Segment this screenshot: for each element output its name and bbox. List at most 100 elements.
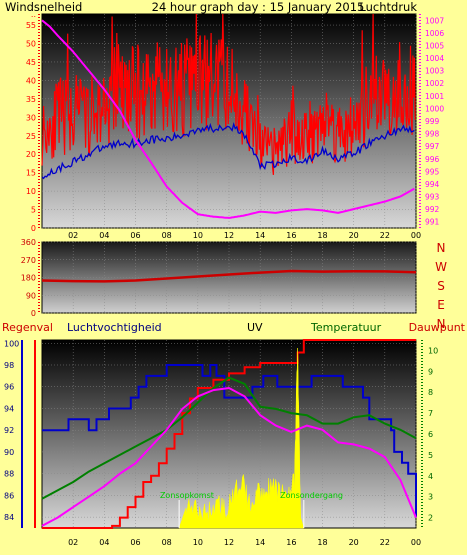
x-tick-label: 02 — [68, 538, 78, 547]
sunset-label: Zonsondergang — [280, 491, 343, 500]
wind-speed-title: Windsnelheid — [5, 0, 82, 14]
x-tick-label: 18 — [317, 538, 327, 547]
x-tick-label: 14 — [255, 538, 265, 547]
compass-letter: N — [437, 241, 446, 255]
y-tick-label: 994 — [425, 180, 440, 189]
x-tick-label: 20 — [349, 231, 359, 240]
y-tick-label: 5 — [428, 451, 433, 460]
y-tick-label: 100 — [4, 339, 19, 348]
y-tick-label: 995 — [425, 167, 440, 176]
pressure-axis: 991 992 993 994 995 996 997 998 999 1000 1001 1002 1… — [419, 14, 444, 228]
wind-direction-grid — [42, 241, 417, 314]
x-tick-label: 18 — [317, 231, 327, 240]
y-tick-label: 10 — [26, 187, 36, 196]
sun-annotations: Zonsopkomst Zonsondergang — [160, 491, 343, 528]
y-tick-label: 1003 — [425, 67, 444, 76]
wind-direction-series — [41, 269, 417, 283]
legend-uv: UV — [247, 321, 263, 334]
y-tick-label: 991 — [425, 218, 440, 227]
x-tick-label: 12 — [224, 538, 234, 547]
y-tick-label: 45 — [26, 58, 36, 67]
x-tick-label: 02 — [68, 231, 78, 240]
x-tick-label: 08 — [162, 538, 172, 547]
y-tick-label: 2 — [428, 514, 433, 523]
y-tick-label: 35 — [26, 95, 36, 104]
y-tick-label: 25 — [26, 132, 36, 141]
y-tick-label: 50 — [26, 40, 36, 49]
y-tick-label: 84 — [4, 513, 14, 522]
y-tick-label: 996 — [425, 155, 440, 164]
y-tick-label: 55 — [26, 21, 36, 30]
x-tick-label: 00 — [411, 231, 421, 240]
wind-direction-line — [41, 269, 417, 283]
x-tick-label: 16 — [286, 538, 296, 547]
wind-pressure-series — [41, 13, 416, 219]
legend: Regenval Luchtvochtigheid UV Temperatuur Dau… — [2, 321, 466, 334]
y-tick-label: 270 — [21, 256, 36, 265]
y-tick-label: 999 — [425, 117, 440, 126]
wind-speed-line — [41, 13, 416, 175]
chart-title: 24 hour graph day : 15 January 2015 — [152, 0, 365, 14]
y-tick-label: 1002 — [425, 79, 444, 88]
x-tick-label: 04 — [99, 538, 109, 547]
y-tick-label: 1004 — [425, 54, 444, 63]
x-tick-label: 10 — [193, 231, 203, 240]
y-tick-label: 86 — [4, 491, 14, 500]
legend-regenval: Regenval — [2, 321, 53, 334]
compass-letter: E — [437, 298, 445, 312]
y-tick-label: 92 — [4, 426, 14, 435]
x-tick-label: 04 — [99, 231, 109, 240]
y-tick-label: 1006 — [425, 29, 444, 38]
y-tick-label: 1000 — [425, 104, 444, 113]
y-tick-label: 30 — [26, 113, 36, 122]
y-tick-label: 90 — [26, 291, 36, 300]
y-tick-label: 997 — [425, 142, 440, 151]
y-tick-label: 4 — [428, 472, 433, 481]
pressure-line — [41, 19, 415, 219]
x-tick-label: 22 — [380, 538, 390, 547]
x-tick-label: 14 — [255, 231, 265, 240]
sunrise-label: Zonsopkomst — [160, 491, 214, 500]
legend-temperatuur: Temperatuur — [310, 321, 382, 334]
x-tick-label: 22 — [380, 231, 390, 240]
gust-line — [41, 121, 415, 180]
y-tick-label: 6 — [428, 430, 433, 439]
y-tick-label: 0 — [31, 224, 36, 233]
y-tick-label: 1007 — [425, 16, 444, 25]
y-tick-label: 7 — [428, 409, 433, 418]
rain-humidity-grid — [42, 340, 417, 528]
temperatuur-line — [41, 376, 417, 500]
y-tick-label: 3 — [428, 493, 433, 502]
y-tick-label: 88 — [4, 470, 14, 479]
y-tick-label: 9 — [428, 367, 433, 376]
y-tick-label: 5 — [31, 206, 36, 215]
legend-dauwpunt: Dauwpunt — [409, 321, 466, 334]
x-tick-label: 12 — [224, 231, 234, 240]
y-tick-label: 993 — [425, 193, 440, 202]
x-tick-label: 20 — [349, 538, 359, 547]
dauwpunt-line — [41, 386, 417, 527]
x-tick-label: 08 — [162, 231, 172, 240]
y-tick-label: 40 — [26, 76, 36, 85]
x-tick-label: 10 — [193, 538, 203, 547]
y-tick-label: 992 — [425, 205, 440, 214]
y-tick-label: 1005 — [425, 41, 444, 50]
wind-pressure-time-axis: 02 04 06 08 10 12 14 16 18 20 22 00 — [68, 231, 421, 240]
y-tick-label: 998 — [425, 130, 440, 139]
legend-luchtvochtigheid: Luchtvochtigheid — [67, 321, 162, 334]
rain-humidity-series — [41, 339, 417, 529]
y-tick-label: 96 — [4, 383, 14, 392]
y-tick-label: 1001 — [425, 92, 444, 101]
y-tick-label: 15 — [26, 169, 36, 178]
wind-speed-axis: 0 5 10 15 20 25 30 35 40 45 50 55.. — [26, 10, 40, 233]
x-tick-label: 00 — [411, 538, 421, 547]
wind-direction-axis: 0 90 180 270 360 — [21, 238, 40, 318]
y-tick-label: 20 — [26, 150, 36, 159]
y-tick-label: 94 — [4, 404, 14, 413]
y-tick-label: 0 — [31, 309, 36, 318]
y-tick-label: 98 — [4, 361, 14, 370]
regenval-line — [42, 339, 416, 529]
compass-letter: N — [437, 317, 446, 331]
pressure-title: Luchtdruk — [359, 0, 417, 14]
